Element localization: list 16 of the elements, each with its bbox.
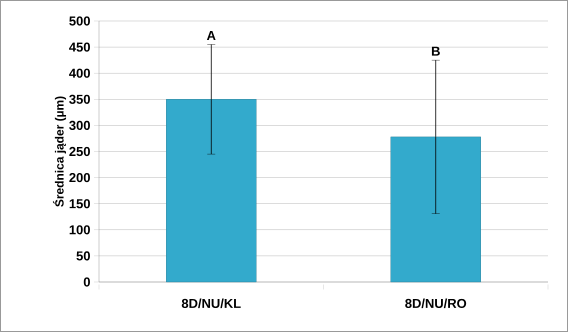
annotation: A [206,31,216,40]
y-tick-label: 500 [69,16,90,26]
y-tick-label: 300 [69,120,90,130]
x-tick-label: 8D/NU/KL [182,298,241,308]
y-tick-label: 450 [69,42,90,52]
annotation: B [432,46,440,56]
y-tick-label: 50 [76,251,90,260]
y-tick-label: 350 [69,94,90,104]
y-tick-label: 0 [84,277,90,287]
x-tick-label: 8D/NU/RO [405,298,466,308]
y-axis-title: Średnica jąder (µm) [52,96,66,207]
y-tick-label: 200 [69,173,90,182]
y-tick-label: 250 [69,146,90,156]
y-tick-label: 150 [70,199,90,208]
y-tick-label: 400 [69,68,90,78]
y-tick-label: 100 [70,225,90,234]
